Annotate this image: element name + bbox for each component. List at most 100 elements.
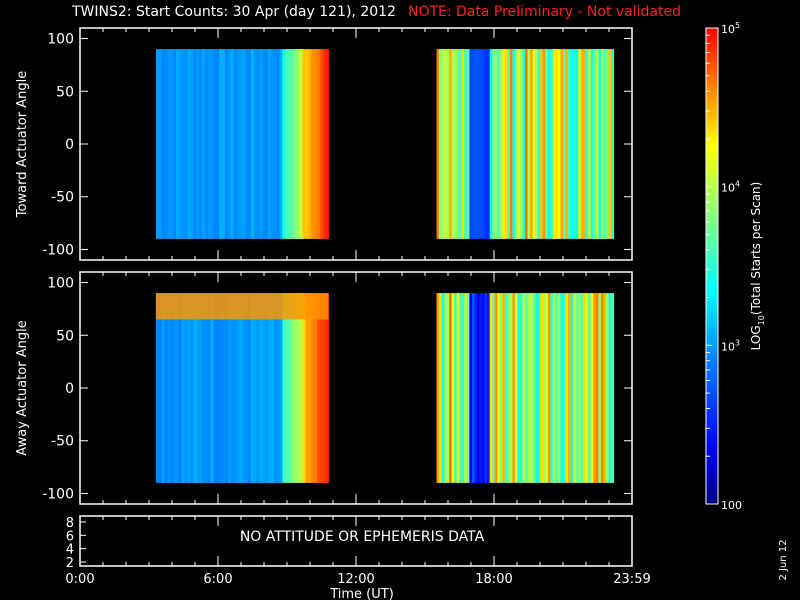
heatmap-cell: [487, 293, 491, 483]
preliminary-note: NOTE: Data Preliminary - Not validated: [407, 4, 681, 20]
heatmap-cell: [550, 49, 554, 239]
heatmap-cell: [532, 49, 536, 239]
heatmap-cell: [525, 49, 529, 239]
heatmap-cell: [262, 49, 266, 239]
heatmap-cell: [285, 49, 289, 239]
heatmap-cell: [207, 293, 212, 483]
away-x-ticks: [79, 272, 633, 504]
heatmap-cell: [288, 293, 292, 483]
heatmap-cell: [530, 49, 534, 239]
heatmap-cell: [325, 293, 329, 483]
heatmap-cell: [222, 293, 226, 483]
heatmap-cell: [193, 49, 197, 239]
heatmap-cell: [593, 49, 597, 239]
heatmap-cell: [600, 49, 604, 239]
heatmap-cell: [230, 293, 235, 483]
heatmap-cell: [570, 293, 574, 483]
heatmap-cell: [236, 49, 240, 239]
heatmap-cell: [598, 293, 602, 483]
heatmap-cell: [474, 49, 478, 239]
heatmap-cell: [509, 49, 513, 239]
heatmap-cell: [459, 49, 463, 239]
heatmap-cell: [573, 293, 577, 483]
heatmap-cell: [181, 49, 186, 239]
heatmap-cell: [517, 49, 521, 239]
heatmap-cell: [230, 49, 235, 239]
heatmap-cell: [296, 293, 301, 483]
heatmap-cell: [611, 49, 615, 239]
heatmap-cell: [196, 293, 200, 483]
heatmap-cell: [545, 49, 549, 239]
heatmap-cell: [262, 293, 266, 483]
heatmap-cell: [233, 293, 237, 483]
away-y-axis-label: Away Actuator Angle: [15, 320, 30, 455]
heatmap-cell: [600, 293, 604, 483]
heatmap-cell: [299, 293, 304, 483]
heatmap-cell: [308, 293, 312, 483]
toward-y-axis-label: Toward Actuator Angle: [15, 71, 30, 218]
heatmap-cell: [469, 49, 473, 239]
heatmap-cell: [219, 49, 223, 239]
heatmap-cell: [608, 293, 612, 483]
heatmap-cell: [322, 293, 327, 483]
heatmap-cell: [199, 49, 203, 239]
heatmap-cell: [439, 49, 443, 239]
heatmap-cell: [256, 49, 260, 239]
figure-header: TWINS2: Start Counts: 30 Apr (day 121), …: [72, 4, 681, 20]
colorbar-ticks: 105 104 103 100: [706, 21, 742, 512]
heatmap-cell: [512, 293, 516, 483]
heatmap-cell: [611, 293, 615, 483]
y-tick-label: 2: [66, 556, 74, 571]
heatmap-cell: [492, 293, 496, 483]
heatmap-cell: [439, 293, 443, 483]
heatmap-cell: [507, 49, 511, 239]
y-tick-label: -100: [42, 242, 74, 258]
heatmap-cell: [578, 49, 582, 239]
heatmap-cell: [580, 49, 584, 239]
heatmap-cell: [585, 49, 589, 239]
heatmap-cell: [265, 293, 269, 483]
colorbar: 105 104 103 100 LOG10(Total Starts per Scan…: [705, 21, 766, 512]
heatmap-cell: [484, 293, 488, 483]
heatmap-cell: [482, 293, 486, 483]
heatmap-cell: [305, 293, 309, 483]
colorbar-tick-label: 105: [721, 21, 740, 36]
heatmap-cell: [293, 293, 298, 483]
heatmap-cell: [449, 293, 453, 483]
y-tick-label: 100: [47, 276, 74, 292]
heatmap-cell: [568, 293, 572, 483]
heatmap-cell: [436, 49, 440, 239]
heatmap-cell: [446, 293, 450, 483]
heatmap-cell: [504, 49, 508, 239]
heatmap-cell: [479, 49, 483, 239]
heatmap-cell: [504, 293, 508, 483]
heatmap-cell: [535, 49, 539, 239]
colorbar-tick-label: 103: [721, 338, 740, 353]
heatmap-cell: [181, 293, 186, 483]
heatmap-cell: [311, 49, 315, 239]
heatmap-cell: [247, 49, 252, 239]
heatmap-cell: [606, 293, 610, 483]
heatmap-cell: [236, 293, 240, 483]
heatmap-cell: [158, 293, 163, 483]
heatmap-cell: [547, 49, 551, 239]
heatmap-cell: [547, 293, 551, 483]
heatmap-cell: [204, 293, 209, 483]
attitude-x-ticks: [79, 516, 633, 566]
heatmap-cell: [291, 49, 295, 239]
heatmap-cell: [210, 49, 214, 239]
heatmap-cell: [507, 293, 511, 483]
heatmap-cell: [319, 293, 324, 483]
heatmap-cell: [461, 49, 465, 239]
x-tick-label: 23:59: [613, 572, 650, 587]
heatmap-cell: [502, 49, 506, 239]
heatmap-cell: [545, 293, 549, 483]
heatmap-cell: [519, 49, 524, 239]
heatmap-cell: [590, 49, 594, 239]
heatmap-cell: [494, 49, 498, 239]
x-axis-title: Time (UT): [329, 587, 394, 600]
heatmap-cell: [311, 293, 315, 483]
heatmap-cell: [158, 49, 163, 239]
